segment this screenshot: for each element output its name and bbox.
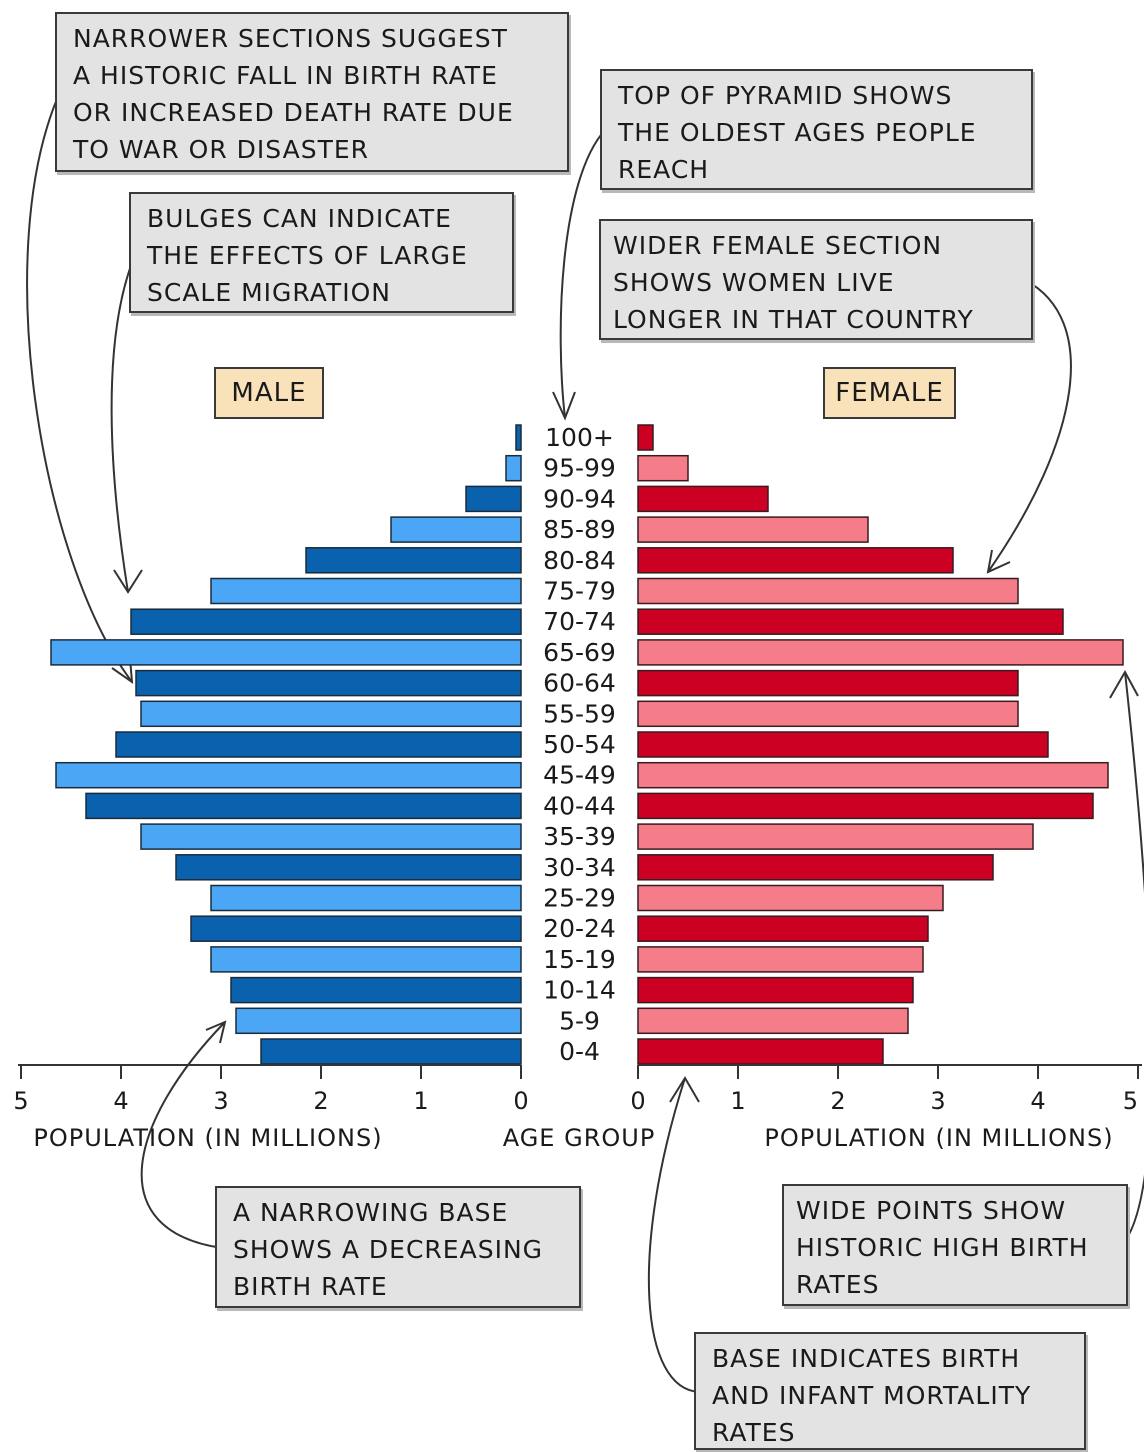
bar-female-95-99 <box>637 454 689 482</box>
bar-male-55-59 <box>140 700 522 728</box>
bar-female-10-14 <box>637 976 914 1004</box>
age-label-25-29: 25-29 <box>543 884 616 913</box>
bar-female-25-29 <box>637 884 944 912</box>
bar-female-100+ <box>637 424 654 451</box>
age-label-65-69: 65-69 <box>543 638 616 667</box>
age-label-20-24: 20-24 <box>543 914 616 943</box>
bar-female-0-4 <box>637 1038 884 1065</box>
x-tick-label-right: 2 <box>830 1087 845 1115</box>
annotation-narrowing-base: A NARROWING BASE SHOWS A DECREASING BIRT… <box>215 1186 581 1308</box>
bar-male-75-79 <box>210 577 522 605</box>
y-axis-title: AGE GROUP <box>503 1124 656 1152</box>
age-labels-group: 100+95-9990-9485-8980-8475-7970-7465-696… <box>543 423 616 1066</box>
x-tick-label-right: 4 <box>1030 1087 1045 1115</box>
arrow-narrowing-base <box>140 1021 226 1249</box>
arrow-wide-points <box>1121 671 1144 1246</box>
bar-male-50-54 <box>115 731 522 758</box>
bar-male-65-69 <box>50 639 522 666</box>
bar-female-75-79 <box>637 577 1019 605</box>
bar-male-20-24 <box>190 915 522 942</box>
age-label-15-19: 15-19 <box>543 945 616 974</box>
age-label-30-34: 30-34 <box>543 853 616 882</box>
x-axis-title-right: POPULATION (IN MILLIONS) <box>764 1124 1113 1152</box>
arrow-wider-female <box>987 279 1072 573</box>
bar-male-60-64 <box>135 669 522 697</box>
age-label-0-4: 0-4 <box>559 1037 600 1066</box>
bar-male-25-29 <box>210 884 522 912</box>
arrow-top-of-pyramid <box>559 129 606 419</box>
bar-female-15-19 <box>637 946 924 973</box>
age-label-80-84: 80-84 <box>543 546 616 575</box>
bar-female-70-74 <box>637 608 1064 635</box>
age-label-50-54: 50-54 <box>543 730 616 759</box>
axes-group: 5 4 3 2 1 0 0 1 2 3 4 5 <box>13 1064 1142 1115</box>
age-label-90-94: 90-94 <box>543 484 616 513</box>
age-label-70-74: 70-74 <box>543 607 616 636</box>
x-tick-label-right: 0 <box>630 1087 645 1115</box>
bar-male-85-89 <box>390 516 522 543</box>
age-label-55-59: 55-59 <box>543 699 616 728</box>
bar-female-60-64 <box>637 669 1019 697</box>
bar-female-20-24 <box>637 915 929 942</box>
bar-male-10-14 <box>230 976 522 1004</box>
bar-male-5-9 <box>235 1007 522 1035</box>
bar-male-100+ <box>515 424 522 451</box>
bar-female-65-69 <box>637 639 1124 666</box>
bar-female-45-49 <box>637 761 1109 789</box>
bar-male-45-49 <box>55 761 522 789</box>
x-tick-label-right: 5 <box>1123 1087 1138 1115</box>
x-tick-label-left: 4 <box>113 1087 128 1115</box>
male-label: MALE <box>214 367 324 419</box>
bar-female-5-9 <box>637 1007 909 1035</box>
bar-female-30-34 <box>637 854 994 881</box>
bar-female-50-54 <box>637 731 1049 758</box>
age-label-75-79: 75-79 <box>543 577 616 606</box>
x-axis-title-left: POPULATION (IN MILLIONS) <box>33 1124 382 1152</box>
bar-male-90-94 <box>465 485 522 513</box>
bar-male-80-84 <box>305 547 522 574</box>
bar-female-90-94 <box>637 485 769 513</box>
bars-group <box>50 424 1124 1065</box>
annotation-top-of-pyramid: TOP OF PYRAMID SHOWS THE OLDEST AGES PEO… <box>600 69 1033 190</box>
annotation-narrower-sections: NARROWER SECTIONS SUGGEST A HISTORIC FAL… <box>55 12 569 172</box>
annotation-bulges: BULGES CAN INDICATE THE EFFECTS OF LARGE… <box>129 192 514 313</box>
age-label-100+: 100+ <box>545 423 614 452</box>
bar-male-0-4 <box>260 1038 522 1065</box>
age-label-35-39: 35-39 <box>543 822 616 851</box>
bar-female-40-44 <box>637 792 1094 820</box>
age-label-5-9: 5-9 <box>559 1006 600 1035</box>
bar-male-95-99 <box>505 454 522 482</box>
age-label-95-99: 95-99 <box>543 454 616 483</box>
annotation-wide-points: WIDE POINTS SHOW HISTORIC HIGH BIRTH RAT… <box>782 1184 1128 1306</box>
female-label: FEMALE <box>823 367 956 419</box>
arrow-narrower-sections <box>26 91 133 683</box>
x-tick-label-right: 3 <box>930 1087 945 1115</box>
bar-female-55-59 <box>637 700 1019 728</box>
bar-female-80-84 <box>637 547 954 574</box>
age-label-60-64: 60-64 <box>543 669 616 698</box>
bar-female-85-89 <box>637 516 869 543</box>
bar-male-40-44 <box>85 792 522 820</box>
arrow-base-indicates <box>647 1077 701 1393</box>
age-label-85-89: 85-89 <box>543 515 616 544</box>
annotation-wider-female: WIDER FEMALE SECTION SHOWS WOMEN LIVE LO… <box>599 219 1033 340</box>
x-tick-label-left: 2 <box>313 1087 328 1115</box>
arrow-bulges <box>110 254 136 593</box>
age-label-45-49: 45-49 <box>543 761 616 790</box>
x-tick-label-left: 5 <box>13 1087 28 1115</box>
bar-male-30-34 <box>175 854 522 881</box>
annotation-base-indicates: BASE INDICATES BIRTH AND INFANT MORTALIT… <box>694 1332 1086 1450</box>
x-tick-label-left: 3 <box>213 1087 228 1115</box>
x-tick-label-right: 1 <box>730 1087 745 1115</box>
bar-male-70-74 <box>130 608 522 635</box>
bar-female-35-39 <box>637 823 1034 850</box>
age-label-10-14: 10-14 <box>543 976 616 1005</box>
bar-male-35-39 <box>140 823 522 850</box>
x-tick-label-left: 0 <box>513 1087 528 1115</box>
x-tick-label-left: 1 <box>413 1087 428 1115</box>
bar-male-15-19 <box>210 946 522 973</box>
age-label-40-44: 40-44 <box>543 791 616 820</box>
